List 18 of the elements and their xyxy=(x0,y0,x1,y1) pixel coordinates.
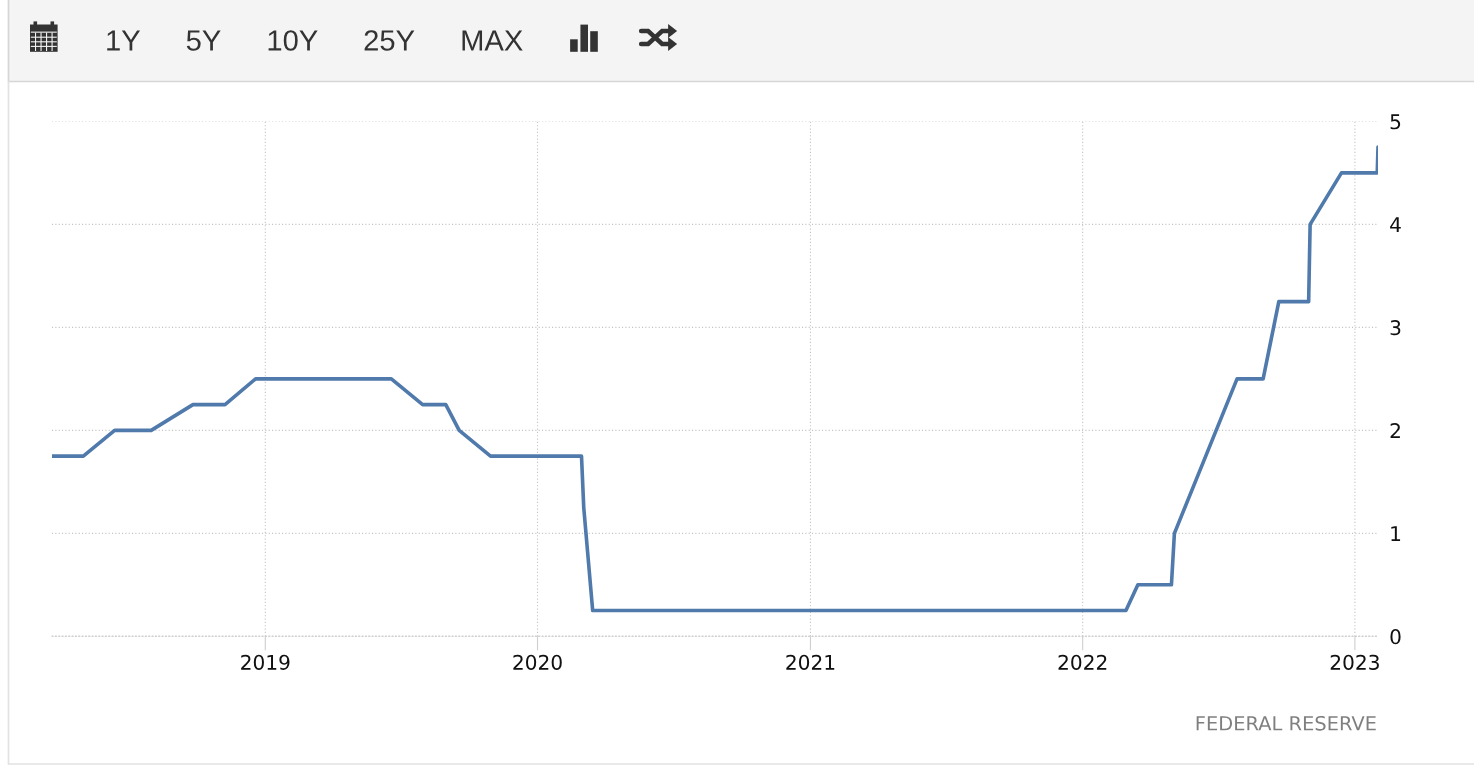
text: 25Y xyxy=(364,30,415,51)
x-tick-label: 2019 xyxy=(241,654,290,670)
x-tick-label: 2023 xyxy=(1330,654,1379,670)
text: MAX xyxy=(462,30,523,51)
text: FEDERAL RESERVE xyxy=(1196,715,1376,731)
text: 5Y xyxy=(186,30,221,51)
y-tick-label: 0 xyxy=(1390,629,1401,645)
text: 1Y xyxy=(107,30,141,51)
line-series xyxy=(52,145,1378,613)
x-tick-label: 2022 xyxy=(1058,654,1107,670)
x-tick-label: 2020 xyxy=(513,654,562,670)
x-tick-label: 2021 xyxy=(786,654,835,670)
text: 10Y xyxy=(268,30,318,51)
y-tick-label: 3 xyxy=(1390,320,1401,336)
y-tick-label: 4 xyxy=(1390,217,1401,233)
y-tick-label: 1 xyxy=(1391,526,1401,541)
y-tick-label: 2 xyxy=(1390,423,1400,438)
y-tick-label: 5 xyxy=(1390,114,1401,130)
